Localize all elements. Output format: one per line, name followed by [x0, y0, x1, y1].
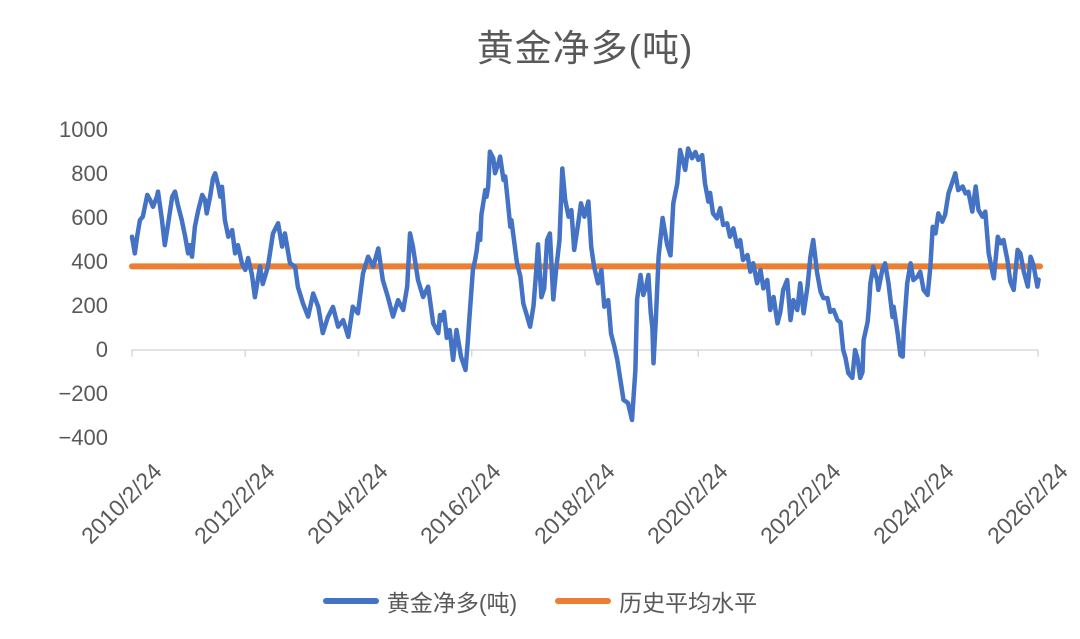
- legend-label: 历史平均水平: [619, 590, 758, 616]
- legend-item-gold-net-long: 黄金净多(吨): [322, 584, 518, 618]
- y-axis-tick-label: 800: [71, 161, 108, 186]
- legend: 黄金净多(吨) 历史平均水平: [0, 584, 1080, 618]
- legend-label: 黄金净多(吨): [386, 590, 518, 616]
- legend-swatch-orange-line-icon: [555, 598, 612, 604]
- y-axis-tick-label: 200: [71, 293, 108, 318]
- chart-title: 黄金净多(吨): [476, 28, 694, 69]
- legend-item-historical-average: 历史平均水平: [555, 584, 757, 618]
- y-axis-tick-label: 400: [71, 249, 108, 274]
- y-axis-tick-label: 600: [71, 205, 108, 230]
- y-axis-tick-label: 1000: [59, 117, 108, 142]
- y-axis-tick-label: −200: [58, 381, 108, 406]
- y-axis-tick-label: 0: [95, 337, 108, 362]
- series-line-gold-net-long: [129, 146, 1041, 423]
- y-axis-tick-label: −400: [58, 425, 108, 450]
- legend-swatch-blue-line-icon: [322, 598, 379, 604]
